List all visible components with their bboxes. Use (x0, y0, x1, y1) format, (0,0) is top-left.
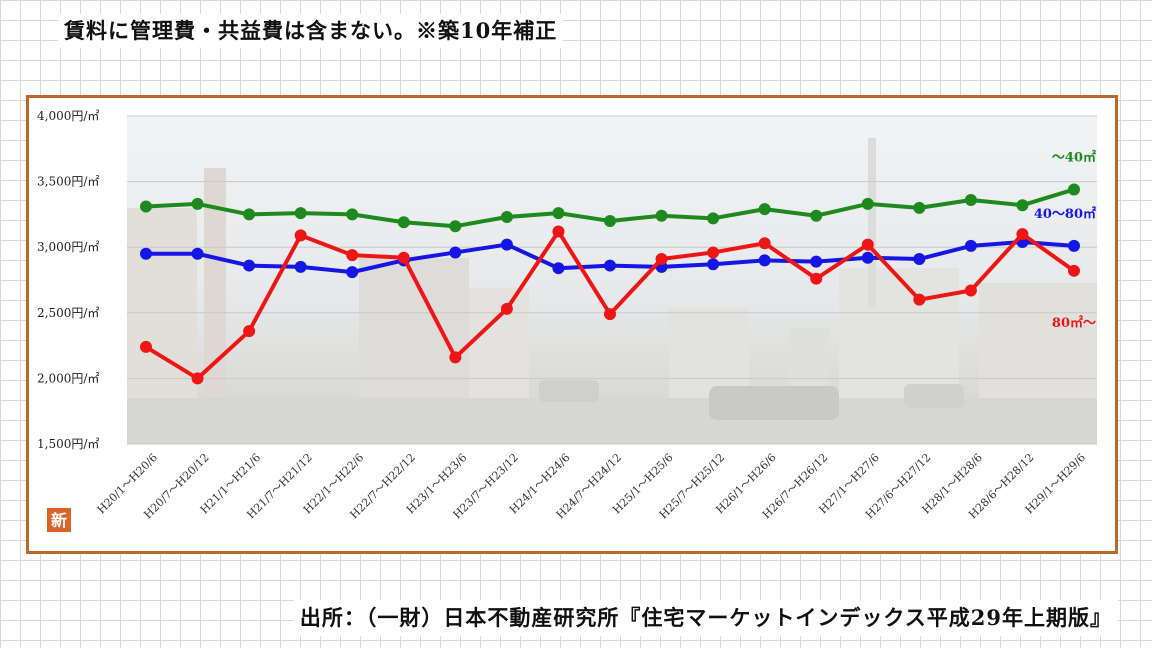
y-tick-label: 3,500円/㎡ (37, 175, 99, 189)
y-tick-label: 4,000円/㎡ (37, 109, 99, 123)
chart-frame: 1,500円/㎡ 2,000円/㎡ 2,500円/㎡ 3,000円/㎡ 3,500円/㎡… (26, 95, 1118, 554)
y-tick-label: 1,500円/㎡ (37, 437, 99, 451)
data-point (964, 239, 977, 252)
data-point (758, 254, 771, 267)
data-point (397, 251, 410, 264)
new-badge: 新 (47, 508, 71, 532)
data-point (964, 193, 977, 206)
data-point (1016, 228, 1029, 241)
data-point (243, 208, 256, 221)
data-point (964, 284, 977, 297)
y-tick-label: 3,000円/㎡ (37, 240, 99, 254)
data-point (1068, 264, 1080, 277)
chart-note: 賃料に管理費・共益費は含まない。※築10年補正 (58, 14, 564, 48)
x-axis: H20/1～H20/6H20/7～H20/12H21/1～H21/6H21/7～… (95, 451, 1088, 521)
data-point (552, 207, 565, 220)
data-point (655, 209, 668, 222)
data-point (397, 216, 410, 229)
background-photo (127, 116, 1097, 444)
data-point (191, 372, 204, 385)
data-point (604, 308, 616, 321)
legend: ～40㎡ 40～80㎡ 80㎡～ (1034, 149, 1096, 330)
data-point (913, 253, 926, 266)
data-point (604, 214, 616, 227)
data-point (449, 351, 462, 364)
series-1 (140, 183, 1080, 233)
data-point (861, 251, 874, 264)
series-label: 40～80㎡ (1034, 206, 1096, 222)
data-point (346, 208, 359, 221)
series-2 (140, 235, 1080, 279)
data-point (1016, 199, 1029, 212)
data-point (861, 197, 874, 210)
data-point (191, 197, 204, 210)
y-axis: 1,500円/㎡ 2,000円/㎡ 2,500円/㎡ 3,000円/㎡ 3,500円/㎡… (37, 109, 99, 451)
data-point (552, 225, 565, 238)
data-point (913, 201, 926, 214)
grid (127, 115, 1097, 445)
data-point (140, 247, 152, 260)
data-point (913, 293, 926, 306)
data-point (861, 238, 874, 251)
data-point (449, 246, 462, 259)
data-point (707, 212, 720, 225)
data-point (191, 247, 204, 260)
data-point (346, 249, 359, 262)
data-point (294, 229, 307, 242)
source-citation: 出所：（一財）日本不動産研究所『住宅マーケットインデックス平成29年上期版』 (293, 600, 1118, 636)
data-point (810, 255, 823, 268)
data-point (552, 262, 565, 275)
series-3 (140, 225, 1080, 385)
data-point (500, 211, 513, 224)
series-layer (140, 183, 1080, 385)
data-point (294, 207, 307, 220)
data-point (1068, 183, 1080, 196)
data-point (243, 259, 256, 272)
series-label: 80㎡～ (1052, 315, 1096, 331)
data-point (810, 272, 823, 285)
new-badge-text: 新 (51, 511, 67, 530)
data-point (500, 238, 513, 251)
line-chart: 1,500円/㎡ 2,000円/㎡ 2,500円/㎡ 3,000円/㎡ 3,500円/㎡… (37, 109, 1097, 532)
data-point (140, 200, 152, 213)
data-point (604, 259, 616, 272)
data-point (758, 237, 771, 250)
data-point (140, 340, 152, 353)
data-point (346, 266, 359, 279)
data-point (707, 258, 720, 271)
data-point (449, 220, 462, 233)
y-tick-label: 2,000円/㎡ (37, 371, 99, 385)
data-point (707, 246, 720, 259)
data-point (810, 209, 823, 222)
data-point (1068, 239, 1080, 252)
data-point (500, 302, 513, 315)
series-label: ～40㎡ (1052, 149, 1096, 165)
y-tick-label: 2,500円/㎡ (37, 306, 99, 320)
data-point (758, 203, 771, 216)
data-point (294, 260, 307, 273)
data-point (243, 325, 256, 338)
data-point (655, 253, 668, 266)
